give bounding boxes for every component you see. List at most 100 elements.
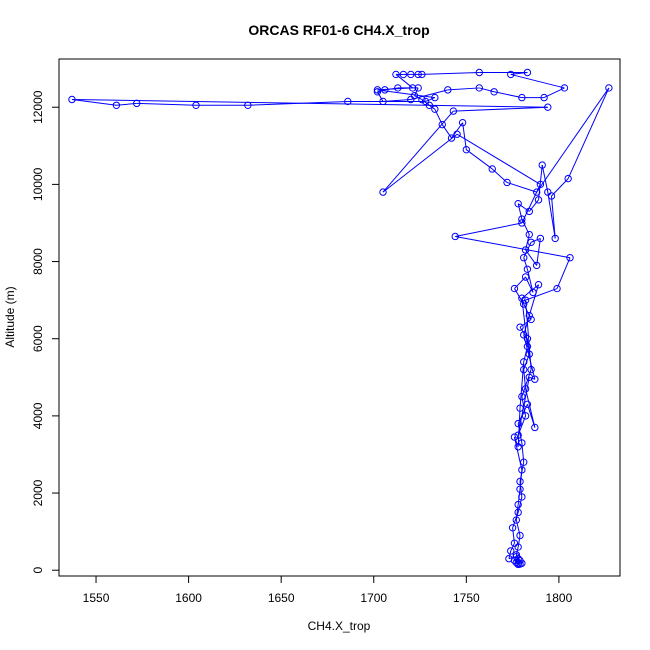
series-line-segment (517, 377, 530, 436)
series-line-segment (521, 298, 528, 347)
data-point (518, 215, 526, 223)
data-point (516, 404, 524, 412)
data-point (507, 547, 515, 555)
series-line-segment (519, 361, 525, 409)
data-point (525, 230, 533, 239)
y-axis: 0 2000 4000 6000 8000 10000 12000 (31, 90, 59, 574)
data-point (510, 433, 519, 441)
y-tick-label: 8000 (31, 248, 45, 275)
data-point (529, 288, 537, 297)
series-line-segment (526, 338, 530, 355)
data-point (392, 70, 400, 79)
data-point (516, 485, 524, 493)
data-point (514, 500, 522, 509)
data-point (551, 234, 559, 243)
data-point (68, 95, 76, 104)
data-point (192, 101, 200, 109)
series-line-segment (517, 203, 530, 212)
data-point (414, 70, 422, 79)
data-point (518, 93, 526, 102)
series-line-segment (513, 436, 523, 471)
series-line-segment (456, 133, 541, 185)
data-point (527, 365, 535, 374)
data-point (407, 70, 415, 79)
data-point (521, 246, 530, 254)
series-line-segment (421, 72, 480, 75)
data-point (553, 284, 561, 293)
data-point (475, 68, 483, 77)
data-point (520, 365, 528, 374)
data-point (520, 358, 528, 366)
data-point (505, 554, 513, 563)
series-line-segment (71, 99, 548, 108)
x-tick-label: 1750 (453, 591, 480, 605)
data-point (518, 392, 526, 401)
data-point (510, 284, 519, 293)
y-tick-label: 10000 (31, 167, 45, 201)
data-point (431, 93, 439, 102)
data-point (521, 273, 530, 281)
series-line-segment (517, 496, 523, 513)
data-point (514, 443, 522, 451)
data-point (534, 196, 543, 204)
y-axis-label: Altitude (m) (3, 286, 17, 347)
data-point (475, 84, 483, 92)
data-point (514, 419, 522, 428)
series-line-segment (71, 99, 117, 106)
data-point (244, 101, 252, 109)
data-point (514, 199, 522, 208)
data-point (408, 84, 417, 92)
data-point (425, 101, 433, 109)
y-tick-label: 2000 (31, 479, 45, 506)
series-line-segment (523, 257, 528, 270)
data-point (518, 493, 526, 501)
data-point (453, 130, 461, 138)
series-line-segment (382, 133, 458, 193)
data-point (566, 253, 574, 262)
data-point (373, 86, 382, 94)
series-line-segment (517, 203, 523, 220)
x-axis-label: CH4.X_trop (308, 619, 371, 633)
data-point (527, 238, 535, 246)
data-point (521, 385, 530, 393)
data-point (523, 335, 532, 343)
series-line-segment (515, 519, 521, 536)
series-line-segment (455, 222, 522, 237)
series-line-segment (543, 87, 565, 99)
series-points (68, 68, 613, 569)
series-line-segment (550, 195, 556, 239)
data-point (514, 508, 522, 517)
data-point (438, 120, 446, 129)
data-point (503, 178, 511, 187)
x-tick-label: 1800 (546, 591, 573, 605)
data-point (547, 192, 556, 200)
data-point (520, 458, 528, 466)
data-point (544, 188, 552, 196)
data-point (458, 118, 467, 127)
data-point (531, 423, 539, 432)
data-point (514, 554, 522, 563)
series-line-segment (521, 184, 541, 224)
data-point (512, 551, 521, 559)
series-line-segment (382, 110, 454, 193)
data-point (520, 253, 528, 262)
data-point (523, 400, 532, 409)
series-line-segment (541, 165, 549, 193)
series-line-segment (447, 87, 480, 91)
data-point (512, 516, 521, 524)
data-point (512, 553, 521, 561)
data-point (381, 86, 389, 94)
series-line-segment (551, 178, 569, 197)
y-tick-label: 4000 (31, 402, 45, 429)
series-line-segment (523, 346, 528, 362)
data-point (518, 466, 526, 474)
x-axis: 1550 1600 1650 1700 1750 1800 (83, 576, 573, 605)
data-point (514, 431, 522, 439)
data-point (523, 265, 532, 273)
series-line-segment (479, 87, 495, 93)
series-line-segment (528, 199, 539, 212)
series-line-segment (508, 550, 512, 559)
series-line-segment (567, 87, 610, 179)
y-tick-label: 0 (31, 567, 45, 574)
